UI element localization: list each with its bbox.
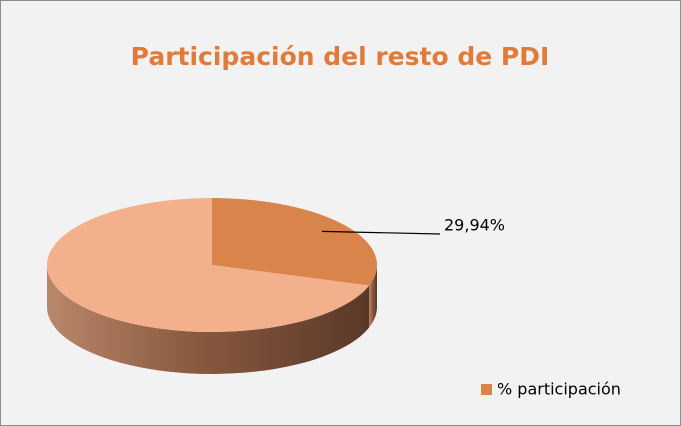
slice [47, 198, 370, 332]
slice-side [369, 265, 377, 328]
slice [212, 198, 378, 286]
slice-side [47, 265, 370, 374]
chart-title: Participación del resto de PDI [131, 42, 550, 71]
leader-line [321, 230, 441, 235]
legend-label: % participación [497, 380, 621, 399]
data-label: 29,94% [444, 216, 505, 235]
legend-swatch [481, 384, 492, 395]
